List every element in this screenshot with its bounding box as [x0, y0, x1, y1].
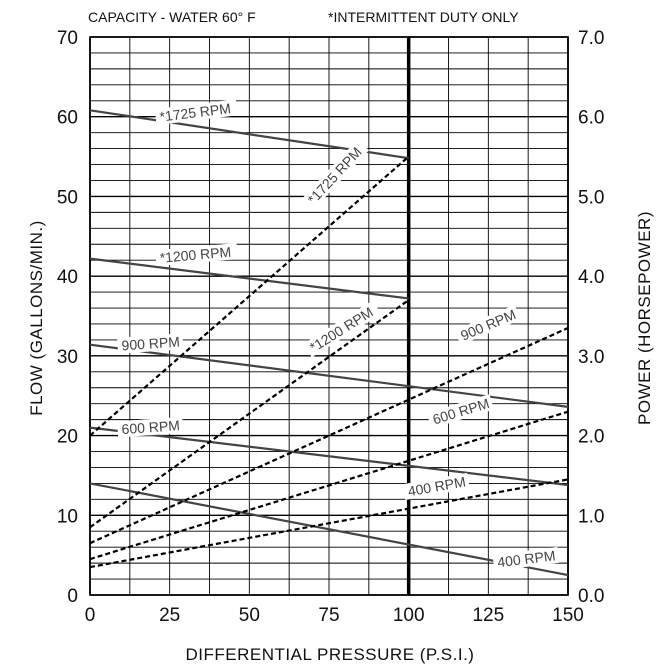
flow-curve-label: *1725 RPM	[154, 99, 238, 126]
flow-curve-label: 400 RPM	[492, 546, 560, 571]
flow-curve	[89, 257, 409, 300]
flow-curve-label: 900 RPM	[117, 333, 184, 354]
y-right-tick-labels: 0.0 1.0 2.0 3.0 4.0 5.0 6.0 7.0	[578, 28, 604, 607]
power-curve-label: 600 RPM	[426, 394, 495, 429]
y-left-tick-label: 0	[67, 586, 78, 607]
power-curve-label: *1200 RPM	[303, 300, 382, 358]
label-background	[402, 472, 470, 500]
power-curve-label: *1725 RPM	[301, 139, 370, 211]
flow-curve	[89, 426, 569, 487]
power-curve	[89, 155, 410, 437]
x-tick-label: 25	[159, 605, 180, 626]
x-axis-title: DIFFERENTIAL PRESSURE (P.S.I.)	[186, 645, 475, 664]
power-curves: *1725 RPM *1200 RPM 900 RPM 600 RPM 400 RPM	[89, 139, 569, 569]
flow-curve-label: 600 RPM	[117, 416, 184, 438]
y-left-tick-labels: 0 10 20 30 40 50 60 70	[57, 28, 78, 607]
label-background	[454, 304, 521, 346]
label-background	[117, 416, 184, 438]
y-left-tick-label: 40	[57, 267, 78, 288]
x-tick-labels: 0 25 50 75 100 125 150	[85, 605, 584, 626]
power-curve	[89, 326, 569, 545]
label-background	[301, 139, 370, 211]
curve-label-text: 400 RPM	[496, 547, 556, 570]
y-right-tick-label: 2.0	[578, 427, 604, 448]
curve-label-text: *1725 RPM	[304, 144, 365, 207]
y-left-tick-label: 50	[57, 187, 78, 208]
y-right-tick-label: 1.0	[578, 506, 604, 527]
y-right-tick-label: 5.0	[578, 187, 604, 208]
chart-header-left: CAPACITY - WATER 60° F	[88, 9, 256, 25]
y-right-tick-label: 4.0	[578, 267, 604, 288]
curve-label-text: 400 RPM	[407, 473, 467, 499]
y-right-tick-label: 7.0	[578, 28, 604, 49]
label-background	[492, 546, 560, 571]
y-left-tick-label: 60	[57, 108, 78, 129]
y-right-axis-title: POWER (HORSEPOWER)	[635, 211, 654, 425]
y-right-tick-label: 0.0	[578, 586, 604, 607]
power-curve-label: 900 RPM	[454, 304, 521, 346]
x-tick-label: 125	[472, 605, 504, 626]
x-tick-label: 75	[318, 605, 339, 626]
chart-header-right: *INTERMITTENT DUTY ONLY	[328, 9, 519, 25]
flow-curve	[89, 482, 569, 577]
curve-label-text: 900 RPM	[121, 333, 180, 353]
power-curve	[89, 410, 569, 561]
power-curve-label: 400 RPM	[402, 472, 470, 500]
label-background	[426, 394, 495, 429]
x-tick-label: 0	[85, 605, 96, 626]
label-background	[155, 243, 238, 267]
curve-label-text: 600 RPM	[431, 395, 491, 427]
power-curve	[89, 478, 569, 569]
y-left-tick-label: 10	[57, 506, 78, 527]
y-left-axis-title: FLOW (GALLONS/MIN.)	[27, 220, 46, 416]
y-left-tick-label: 70	[57, 28, 78, 49]
x-tick-label: 50	[239, 605, 260, 626]
label-background	[154, 99, 238, 126]
plot-frame	[89, 36, 569, 596]
flow-curve-label: *1200 RPM	[155, 243, 238, 267]
y-right-tick-label: 3.0	[578, 347, 604, 368]
curve-label-text: *1200 RPM	[159, 244, 232, 266]
curve-label-text: 600 RPM	[121, 417, 180, 437]
label-background	[117, 333, 184, 354]
x-tick-label: 150	[552, 605, 584, 626]
power-curve	[89, 299, 410, 529]
label-background	[303, 300, 382, 358]
y-right-tick-label: 6.0	[578, 108, 604, 129]
y-left-tick-label: 30	[57, 347, 78, 368]
y-left-tick-label: 20	[57, 427, 78, 448]
x-tick-label: 100	[393, 605, 425, 626]
